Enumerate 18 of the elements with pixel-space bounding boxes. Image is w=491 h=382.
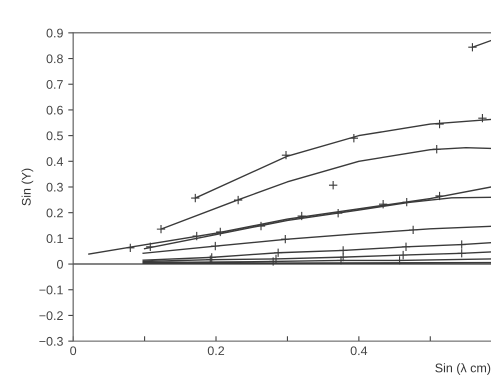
x-tick-label: 0 bbox=[70, 346, 76, 356]
y-tick-label: −0.3 bbox=[39, 336, 63, 346]
y-tick-label: 0.9 bbox=[46, 28, 63, 38]
x-axis-title: Sin (λ cm) bbox=[435, 363, 490, 375]
y-tick-label: −0.2 bbox=[39, 311, 63, 320]
x-tick-label: 0.4 bbox=[350, 346, 368, 356]
y-tick-label: 0.1 bbox=[46, 234, 63, 244]
y-tick-label: 0.8 bbox=[46, 54, 63, 64]
y-tick-label: 0.7 bbox=[46, 80, 63, 89]
y-tick-label: 0.3 bbox=[46, 182, 63, 192]
x-tick-label: 0.2 bbox=[208, 346, 224, 356]
y-tick-label: 0.5 bbox=[46, 131, 63, 140]
y-tick-label: 0.6 bbox=[46, 106, 63, 115]
y-tick-label: 0.4 bbox=[46, 157, 64, 166]
y-tick-label: 0.2 bbox=[46, 208, 63, 218]
y-tick-label: 0 bbox=[56, 260, 63, 269]
y-tick-label: −0.1 bbox=[39, 286, 63, 294]
y-axis-title: Sin (Y) bbox=[22, 168, 34, 206]
